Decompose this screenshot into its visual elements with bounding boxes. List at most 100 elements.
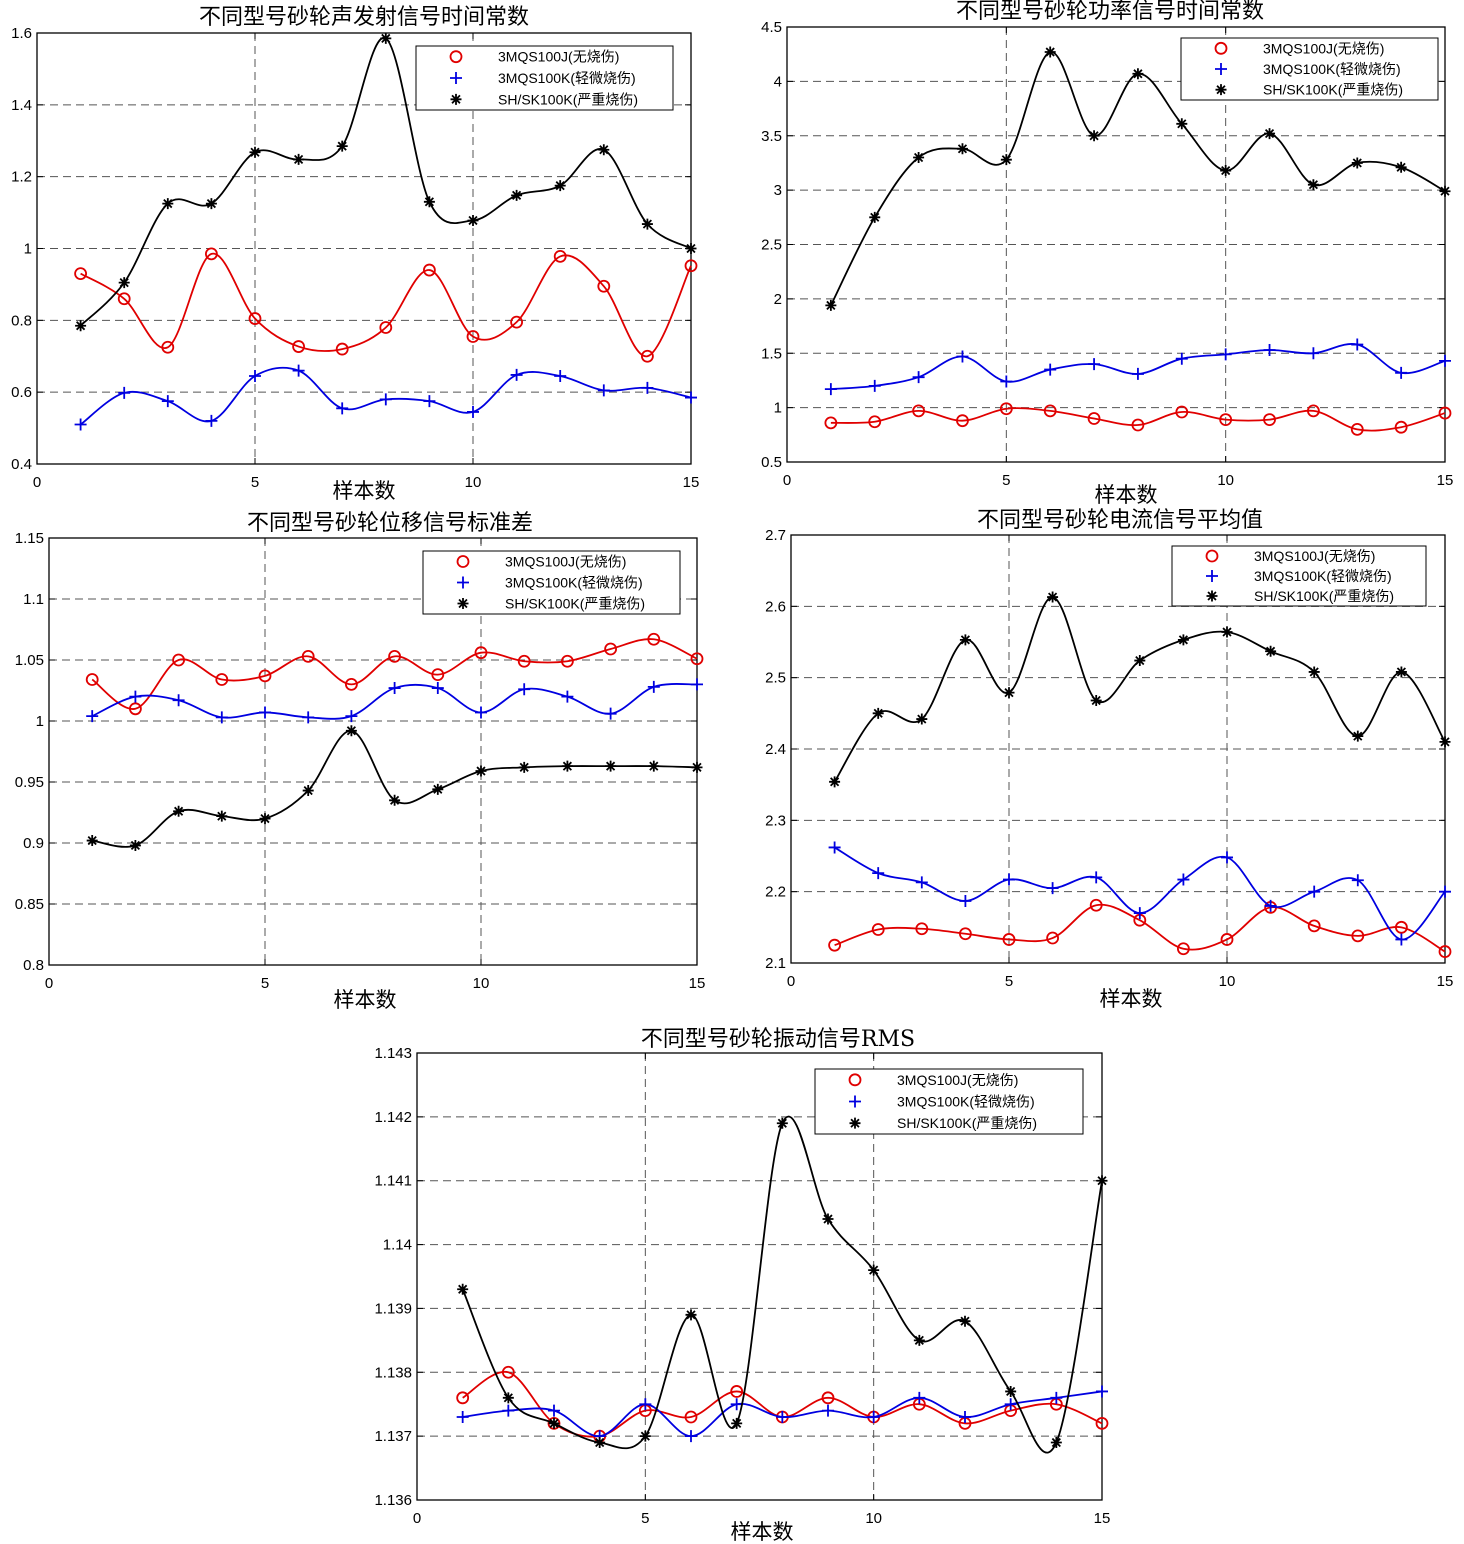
- x-tick-label: 15: [1094, 1510, 1111, 1527]
- data-point: [915, 876, 928, 889]
- data-point: [1219, 413, 1233, 426]
- legend-entry: 3MQS100J(无烧伤): [897, 1072, 1018, 1088]
- series-line: [833, 596, 1446, 783]
- data-point: [502, 1404, 515, 1417]
- legend: 3MQS100J(无烧伤) 3MQS100K(轻微烧伤) SH/SK100K(严重烧…: [415, 45, 674, 111]
- data-point: [731, 1417, 743, 1429]
- x-tick-label: 15: [1437, 472, 1454, 489]
- data-point: [466, 330, 480, 343]
- data-point: [345, 710, 358, 723]
- chart-title: 不同型号砂轮声发射信号时间常数: [199, 5, 529, 30]
- data-point: [959, 1410, 971, 1423]
- data-point: [1089, 898, 1103, 912]
- data-point: [1263, 343, 1276, 356]
- x-tick-label: 10: [1219, 973, 1236, 990]
- data-point: [872, 867, 885, 880]
- y-tick-label: 1: [774, 400, 782, 417]
- legend-entry: 3MQS100J(无烧伤): [1254, 548, 1375, 564]
- y-tick-label: 1.2: [11, 169, 32, 186]
- y-tick-label: 0.8: [23, 957, 44, 974]
- legend-marker: [1206, 570, 1218, 582]
- data-point: [1005, 1385, 1017, 1397]
- plot-frame: [48, 537, 698, 966]
- y-tick-label: 2.7: [765, 527, 786, 544]
- data-point: [1002, 933, 1016, 946]
- chart-title: 不同型号砂轮位移信号标准差: [247, 511, 533, 536]
- chart-title: 不同型号砂轮振动信号RMS: [641, 1027, 915, 1052]
- y-tick-label: 1.6: [11, 25, 32, 42]
- data-point: [1132, 68, 1144, 80]
- series-circle: [85, 632, 704, 716]
- data-point: [388, 649, 402, 663]
- y-tick-label: 2.2: [765, 884, 786, 901]
- x-tick-label: 10: [465, 474, 482, 491]
- data-point: [561, 760, 573, 772]
- data-point: [215, 711, 228, 724]
- series-plus: [456, 1385, 1108, 1443]
- data-point: [956, 414, 969, 428]
- data-point: [379, 321, 393, 334]
- data-point: [292, 340, 306, 353]
- x-tick-label: 10: [1217, 472, 1234, 489]
- data-point: [872, 707, 884, 719]
- data-point: [959, 927, 972, 941]
- data-point: [1264, 899, 1277, 912]
- data-point: [128, 702, 142, 716]
- data-point: [605, 760, 617, 772]
- series-star: [75, 32, 697, 332]
- legend-entry: SH/SK100K(严重烧伤): [897, 1115, 1037, 1131]
- series-line: [834, 903, 1446, 953]
- data-point: [956, 143, 968, 155]
- data-point: [1220, 933, 1234, 946]
- data-point: [730, 1385, 744, 1398]
- data-point: [548, 1417, 560, 1429]
- legend: 3MQS100J(无烧伤) 3MQS100K(轻微烧伤) SH/SK100K(严重烧…: [422, 550, 681, 615]
- y-tick-label: 0.8: [11, 312, 32, 329]
- data-point: [1095, 1416, 1109, 1430]
- data-point: [292, 364, 305, 377]
- y-tick-label: 2: [774, 291, 782, 308]
- data-point: [730, 1398, 743, 1411]
- data-point: [388, 682, 401, 695]
- data-point: [1351, 874, 1364, 887]
- data-point: [825, 299, 837, 311]
- data-point: [821, 1391, 835, 1405]
- data-point: [1096, 1385, 1108, 1398]
- data-point: [475, 765, 487, 777]
- data-point: [684, 259, 698, 273]
- data-point: [867, 1410, 880, 1423]
- legend-marker: [1206, 590, 1218, 602]
- data-point: [822, 1213, 834, 1225]
- data-point: [74, 267, 87, 281]
- data-point: [912, 404, 925, 418]
- data-point: [1351, 338, 1364, 351]
- data-point: [959, 634, 971, 646]
- data-point: [915, 922, 929, 936]
- data-point: [639, 1398, 652, 1411]
- data-point: [561, 654, 574, 668]
- data-point: [518, 761, 530, 773]
- y-tick-label: 1.137: [374, 1428, 412, 1445]
- x-tick-label: 5: [1002, 472, 1010, 489]
- data-point: [457, 1283, 469, 1295]
- data-point: [389, 794, 401, 806]
- data-point: [302, 711, 315, 724]
- series-line: [91, 638, 698, 710]
- chart-1: 0 5 10 15 0.4 0.6 0.8 1 1.2 1.4 1.6 不同型号砂轮声发射信号时间常数…: [11, 5, 699, 503]
- series-star: [829, 591, 1451, 788]
- data-point: [554, 180, 566, 192]
- y-tick-label: 0.4: [11, 456, 32, 473]
- data-point: [173, 805, 185, 817]
- data-point: [1438, 406, 1452, 420]
- data-point: [86, 710, 99, 723]
- legend-entry: SH/SK100K(严重烧伤): [1254, 588, 1394, 604]
- data-point: [301, 649, 315, 663]
- data-point: [691, 678, 703, 691]
- data-point: [1004, 1398, 1017, 1411]
- legend-marker: [1205, 549, 1219, 563]
- data-point: [1000, 375, 1013, 388]
- data-point: [1439, 885, 1451, 898]
- series-plus: [824, 338, 1451, 396]
- data-point: [1264, 128, 1276, 140]
